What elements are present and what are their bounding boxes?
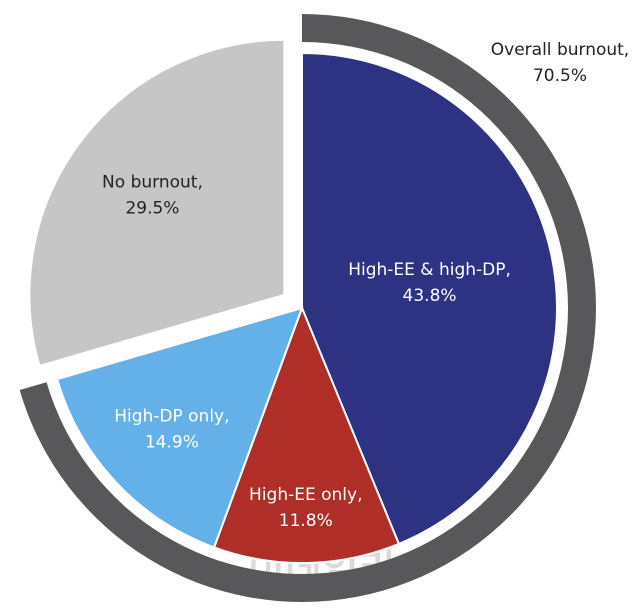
pie-slice [55,306,304,549]
slice-label: High-EE only, [249,485,362,505]
slice-label: High-DP only, [114,406,229,426]
slice-value-label: 43.8% [403,286,457,306]
slice-value-label: 11.8% [279,511,333,531]
slice-value-label: 29.5% [125,199,179,219]
slice-value-label: 14.9% [145,432,199,452]
pie-slice [28,38,286,368]
ring-label: Overall burnout, [491,40,629,60]
pie-slice [212,305,401,564]
pie-slice [301,51,558,546]
slice-label: High-EE & high-DP, [348,260,511,280]
slice-label: No burnout, [102,173,203,193]
ring-value-label: 70.5% [533,66,587,86]
